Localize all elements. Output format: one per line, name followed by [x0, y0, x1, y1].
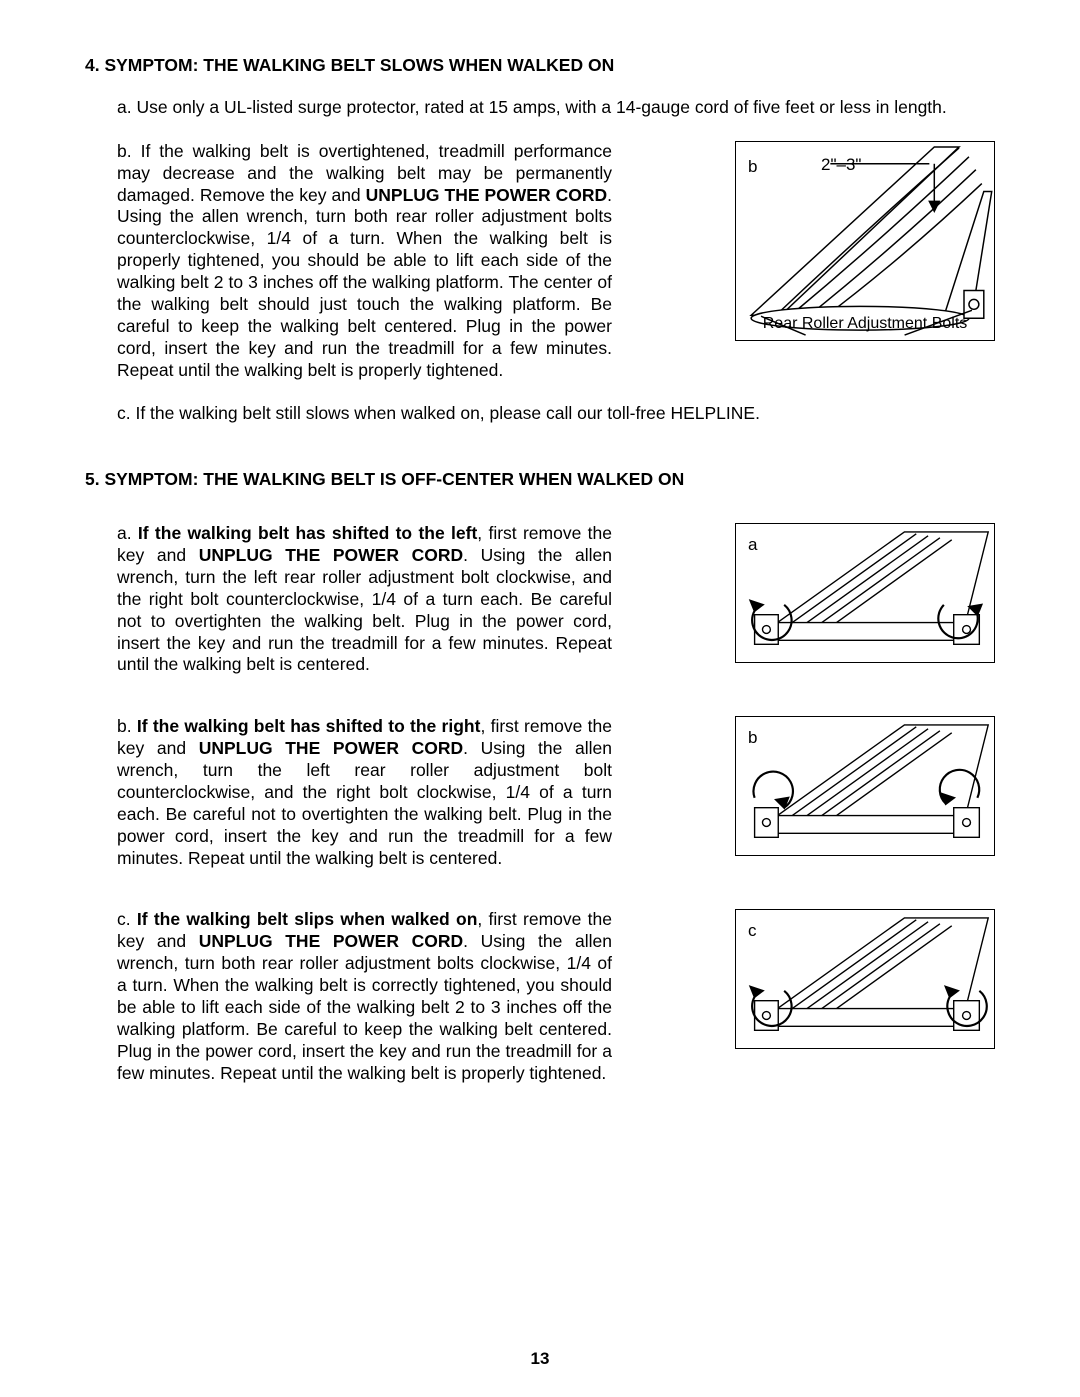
section5-item-a: a a. If the walking belt has shifted to …	[117, 523, 995, 676]
document-page: 4. SYMPTOM: THE WALKING BELT SLOWS WHEN …	[0, 0, 1080, 1397]
section4-item-a: a. Use only a UL-listed surge protector,…	[117, 97, 995, 119]
section4-a-text: a. Use only a UL-listed surge protector,…	[117, 97, 995, 119]
section4-item-b: b 2"–3" Rear Roller Adjustment Bolts b. …	[117, 141, 995, 382]
section4-c-text: c. If the walking belt still slows when …	[117, 403, 995, 425]
text-bold: UNPLUG THE POWER CORD	[199, 738, 463, 758]
belt-tighten-arrows-icon	[736, 910, 994, 1048]
section4-item-c: c. If the walking belt still slows when …	[117, 403, 995, 425]
treadmill-belt-diagram-icon	[736, 142, 994, 340]
figure-4b: b 2"–3" Rear Roller Adjustment Bolts	[735, 141, 995, 341]
text-span: a.	[117, 523, 138, 543]
section5-a-text: a. If the walking belt has shifted to th…	[117, 523, 612, 676]
figure-5a-label: a	[748, 534, 757, 555]
text-bold: If the walking belt has shifted to the r…	[137, 716, 481, 736]
section4-b-text: b. If the walking belt is overtightened,…	[117, 141, 612, 382]
figure-4b-caption: Rear Roller Adjustment Bolts	[736, 314, 994, 334]
section4-heading: 4. SYMPTOM: THE WALKING BELT SLOWS WHEN …	[85, 55, 995, 77]
text-span: . Using the allen wrench, turn both rear…	[117, 931, 612, 1082]
figure-4b-label: b	[748, 156, 757, 177]
figure-5a: a	[735, 523, 995, 663]
figure-5b: b	[735, 716, 995, 856]
text-bold: If the walking belt has shifted to the l…	[138, 523, 477, 543]
figure-5c-label: c	[748, 920, 757, 941]
text-span: . Using the allen wrench, turn both rear…	[117, 185, 612, 380]
belt-right-arrows-icon	[736, 717, 994, 855]
section5-item-c: c c. If the walking belt slips when walk…	[117, 909, 995, 1084]
text-span: b.	[117, 716, 137, 736]
text-bold: UNPLUG THE POWER CORD	[199, 545, 463, 565]
text-bold: UNPLUG THE POWER CORD	[199, 931, 463, 951]
text-bold: UNPLUG THE POWER CORD	[366, 185, 607, 205]
figure-5c: c	[735, 909, 995, 1049]
belt-left-arrows-icon	[736, 524, 994, 662]
page-number: 13	[0, 1348, 1080, 1369]
figure-4b-measure: 2"–3"	[821, 154, 861, 175]
section5-b-text: b. If the walking belt has shifted to th…	[117, 716, 612, 869]
text-span: c.	[117, 909, 137, 929]
section5-item-b: b b. If the walking belt has shifted to …	[117, 716, 995, 869]
figure-5b-label: b	[748, 727, 757, 748]
text-bold: If the walking belt slips when walked on	[137, 909, 478, 929]
section5-c-text: c. If the walking belt slips when walked…	[117, 909, 612, 1084]
section5-heading: 5. SYMPTOM: THE WALKING BELT IS OFF-CENT…	[85, 469, 995, 491]
